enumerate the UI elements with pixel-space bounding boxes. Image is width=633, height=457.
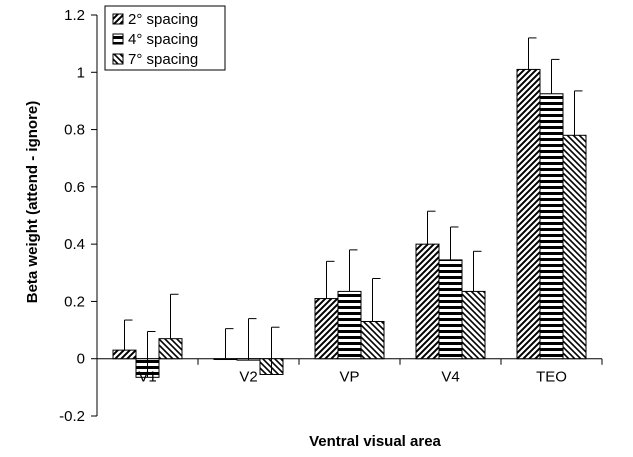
legend-label-4deg: 4° spacing bbox=[128, 31, 198, 48]
x-axis-title: Ventral visual area bbox=[309, 433, 441, 450]
y-tick-label: 1 bbox=[77, 64, 85, 81]
bar-v1-series-0 bbox=[112, 349, 137, 360]
x-tick-label-v1: V1 bbox=[138, 369, 156, 386]
y-tick-label: 0.4 bbox=[64, 236, 85, 253]
legend-swatch-2deg bbox=[112, 13, 124, 25]
bar-v1-series-2 bbox=[158, 338, 183, 360]
legend-swatch-7deg bbox=[112, 53, 124, 65]
y-tick-label: -0.2 bbox=[59, 408, 85, 425]
bar-vp-series-0 bbox=[314, 298, 339, 360]
legend: 2° spacing 4° spacing 7° spacing bbox=[104, 5, 226, 71]
y-tick-label: 0.2 bbox=[64, 293, 85, 310]
bar-teo-series-1 bbox=[539, 93, 564, 360]
legend-label-2deg: 2° spacing bbox=[128, 11, 198, 28]
bar-vp-series-2 bbox=[360, 320, 385, 360]
bar-v4-series-1 bbox=[438, 259, 463, 360]
legend-swatch-4deg bbox=[112, 33, 124, 45]
x-tick-label-v4: V4 bbox=[441, 369, 459, 386]
x-tick-label-v2: V2 bbox=[239, 369, 257, 386]
legend-frame bbox=[104, 5, 226, 71]
y-axis-title: Beta weight (attend - ignore) bbox=[24, 101, 41, 304]
legend-label-7deg: 7° spacing bbox=[128, 51, 198, 68]
y-tick-label: 0.8 bbox=[64, 122, 85, 139]
bar-v4-series-2 bbox=[461, 290, 486, 360]
bar-teo-series-0 bbox=[516, 68, 541, 360]
bar-vp-series-1 bbox=[337, 290, 362, 360]
x-tick-label-vp: VP bbox=[339, 369, 359, 386]
bar-v4-series-0 bbox=[415, 243, 440, 360]
bar-v2-series-0 bbox=[213, 358, 238, 361]
x-tick-label-teo: TEO bbox=[536, 369, 567, 386]
plot-area: -0.2 0 0.2 0.4 0.6 0.8 1 1.2 V1 V2 VP V4 TEO bbox=[59, 7, 603, 425]
y-tick-label: 0.6 bbox=[64, 179, 85, 196]
bar-teo-series-2 bbox=[562, 134, 587, 360]
y-tick-label: 1.2 bbox=[64, 7, 85, 24]
y-tick-label: 0 bbox=[77, 351, 85, 368]
